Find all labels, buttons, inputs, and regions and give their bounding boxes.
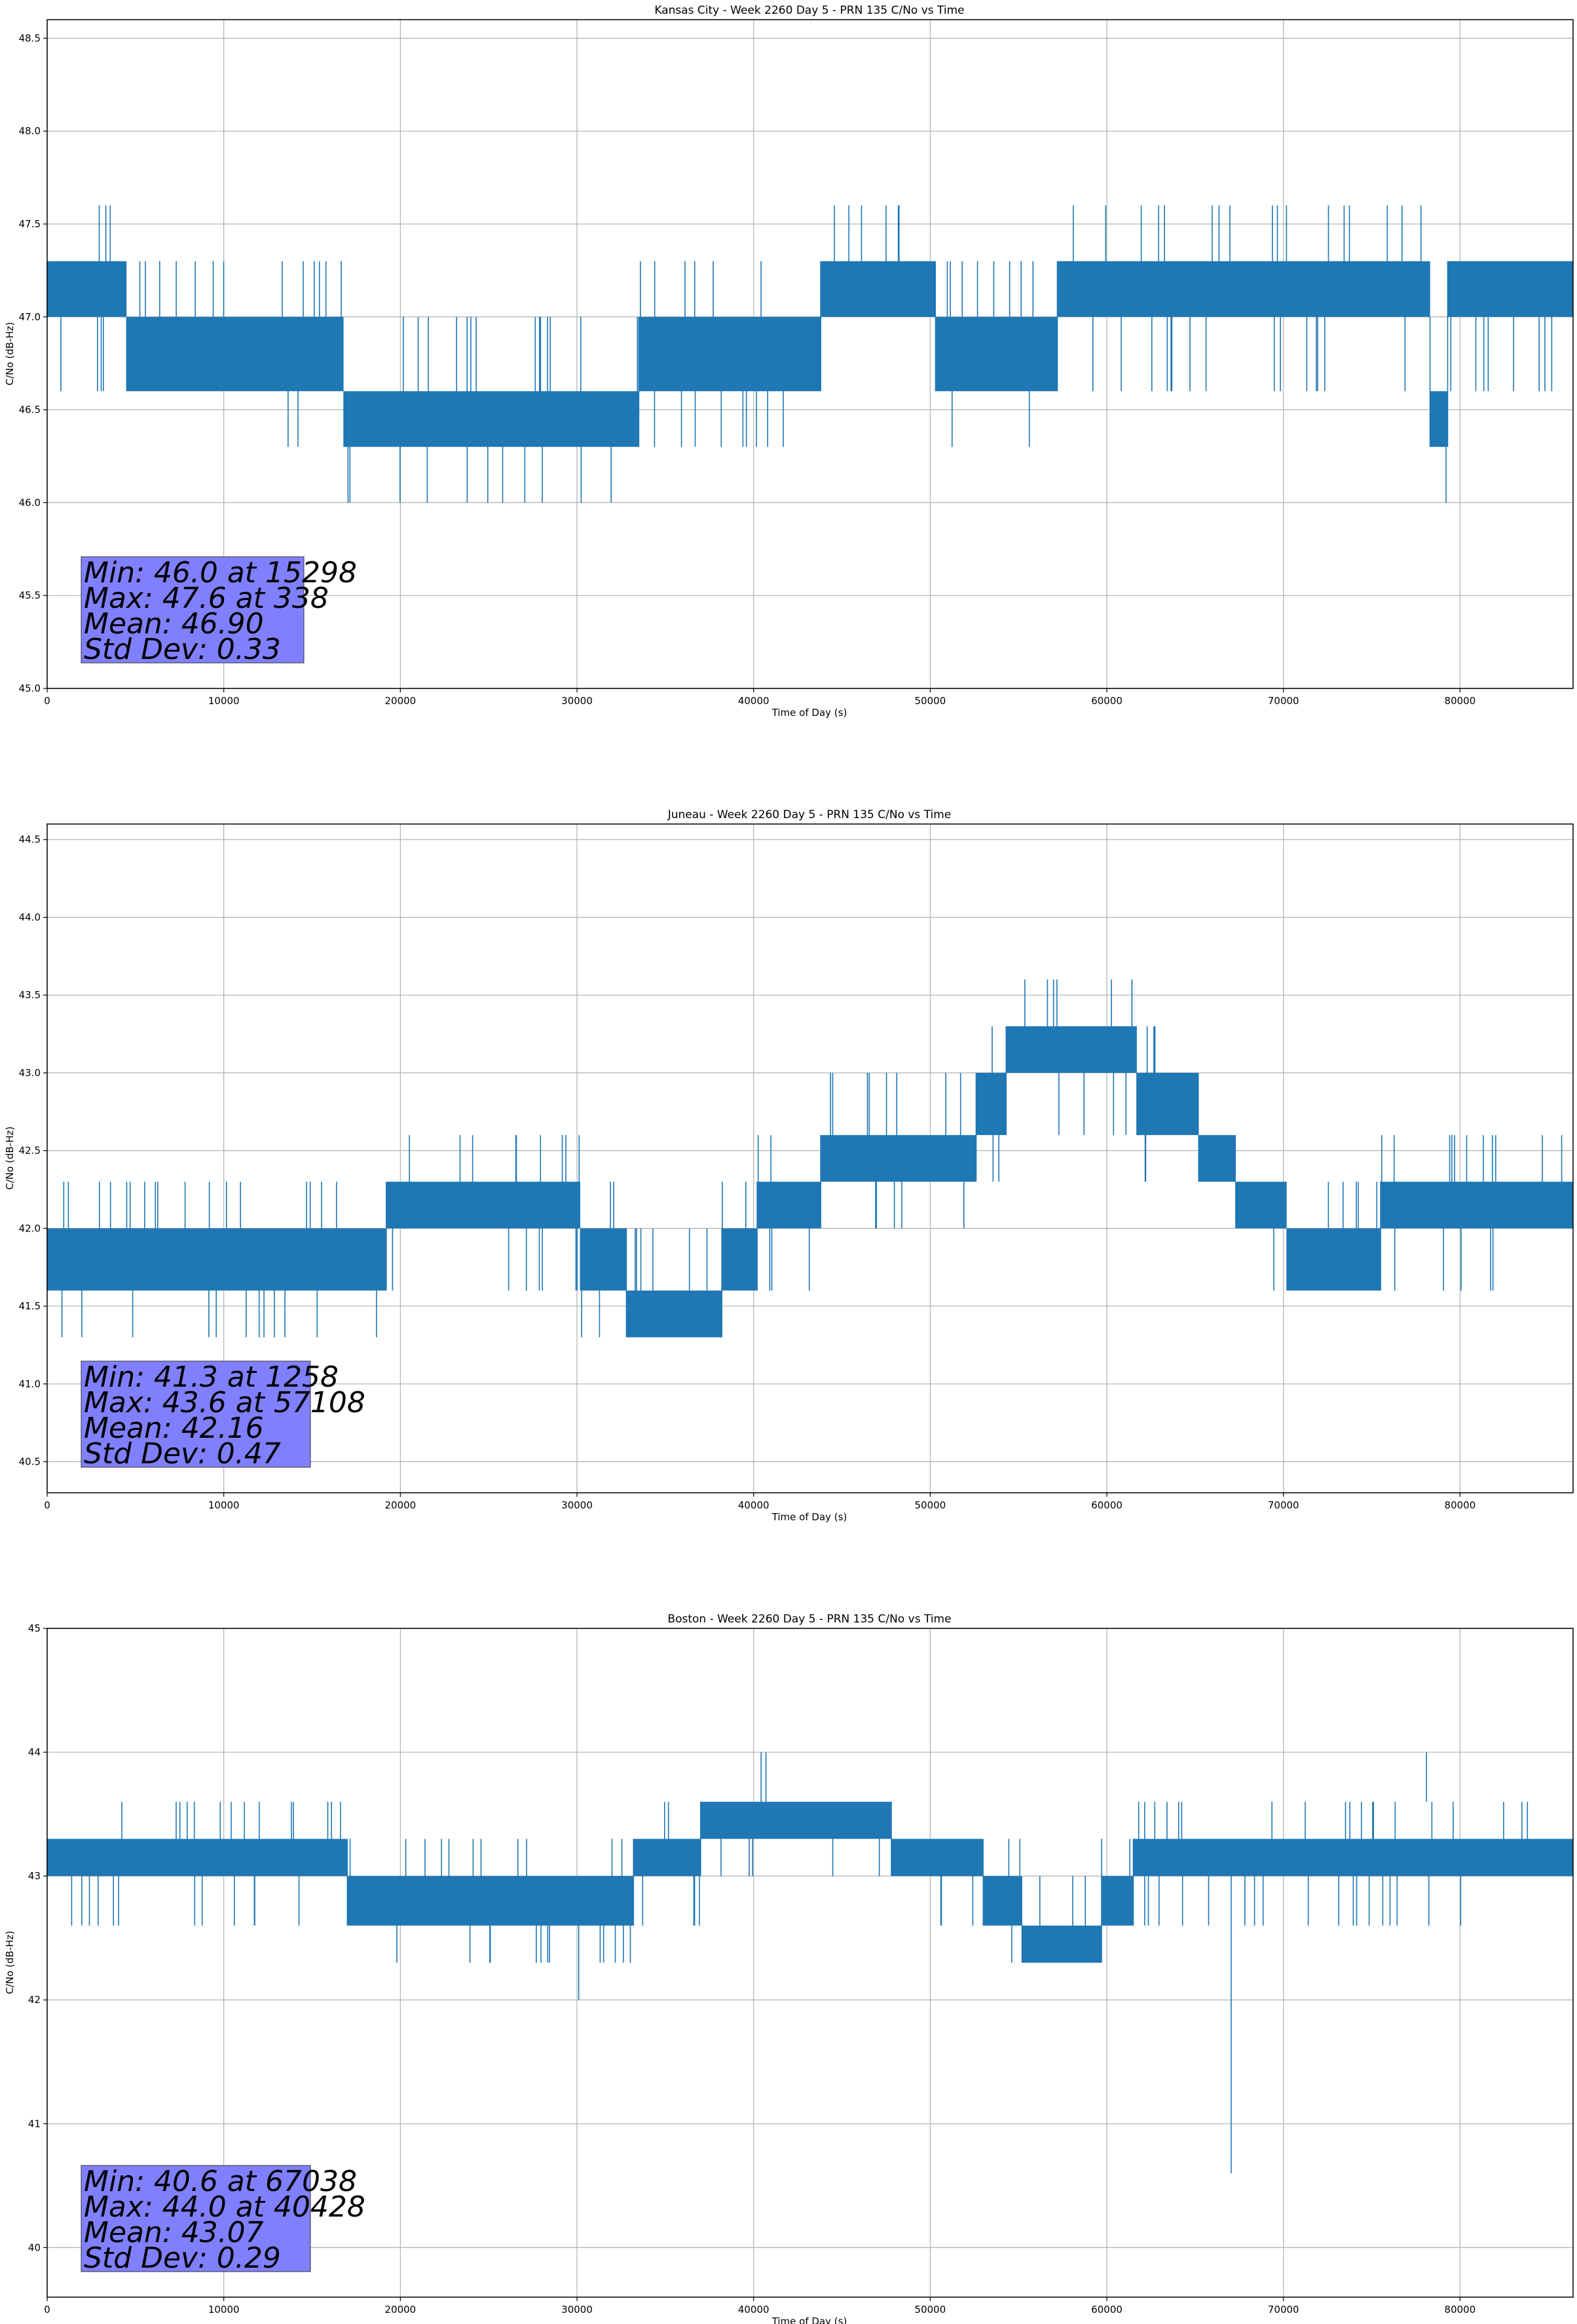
y-tick-label: 43.5 xyxy=(19,989,41,1001)
y-tick-label: 43 xyxy=(28,1870,41,1882)
stats-max: Max: 47.6 at 338 xyxy=(84,582,329,615)
y-tick-label: 40.5 xyxy=(19,1456,41,1468)
y-tick-label: 48.5 xyxy=(19,32,41,44)
y-axis-ticks: 40 41 42 43 44 45 xyxy=(28,1622,47,2253)
x-tick-label: 60000 xyxy=(1091,2304,1122,2315)
y-tick-label: 45.0 xyxy=(19,683,41,694)
stats-box: Min: 41.3 at 1258 Max: 43.6 at 57108 Mea… xyxy=(81,1360,365,1471)
stats-min: Min: 40.6 at 67038 xyxy=(84,2165,357,2198)
y-axis-ticks: 40.5 41.0 41.5 42.0 42.5 43.0 43.5 44.0 44.5 xyxy=(19,834,47,1468)
x-tick-label: 50000 xyxy=(915,1499,946,1511)
chart-boston: Boston - Week 2260 Day 5 - PRN 135 C/No … xyxy=(4,1613,1574,2324)
y-tick-label: 43.0 xyxy=(19,1067,41,1079)
x-tick-label: 30000 xyxy=(561,695,593,707)
y-tick-label: 46.0 xyxy=(19,497,41,508)
x-tick-label: 10000 xyxy=(208,2304,240,2315)
cno-series xyxy=(46,1752,1573,2173)
stats-mean: Mean: 43.07 xyxy=(84,2216,264,2249)
x-axis-ticks: 0 10000 20000 30000 40000 50000 60000 70000 8000… xyxy=(44,1493,1475,1511)
x-tick-label: 20000 xyxy=(384,2304,416,2315)
x-tick-label: 20000 xyxy=(384,695,416,707)
y-tick-label: 42 xyxy=(28,1994,41,2006)
x-tick-label: 80000 xyxy=(1445,695,1476,707)
stats-box: Min: 46.0 at 15298 Max: 47.6 at 338 Mean… xyxy=(81,556,357,666)
x-tick-label: 70000 xyxy=(1268,1499,1299,1511)
chart-title: Boston - Week 2260 Day 5 - PRN 135 C/No … xyxy=(667,1613,951,1626)
y-tick-label: 41 xyxy=(28,2118,41,2129)
plot-frame xyxy=(46,1628,1574,2298)
y-tick-label: 41.5 xyxy=(19,1300,41,1312)
y-tick-label: 44.5 xyxy=(19,834,41,846)
y-axis-label: C/No (dB-Hz) xyxy=(4,1127,16,1190)
stats-min: Min: 46.0 at 15298 xyxy=(84,556,357,590)
stats-std-dev: Std Dev: 0.33 xyxy=(84,633,281,666)
stats-max: Max: 44.0 at 40428 xyxy=(84,2190,365,2224)
cno-series xyxy=(46,979,1573,1338)
x-tick-label: 0 xyxy=(44,2304,50,2315)
x-tick-label: 10000 xyxy=(208,695,240,707)
x-tick-label: 0 xyxy=(44,1499,50,1511)
y-tick-label: 44 xyxy=(28,1746,41,1758)
y-tick-label: 48.0 xyxy=(19,125,41,137)
x-tick-label: 50000 xyxy=(915,2304,946,2315)
stats-box-background xyxy=(81,556,305,664)
plot-frame xyxy=(46,823,1574,1493)
x-tick-label: 30000 xyxy=(561,2304,593,2315)
x-axis-label: Time of Day (s) xyxy=(771,1511,847,1523)
stats-box-background xyxy=(81,2165,311,2272)
chart-title: Kansas City - Week 2260 Day 5 - PRN 135 … xyxy=(654,4,964,17)
x-tick-label: 60000 xyxy=(1091,1499,1122,1511)
x-axis-label: Time of Day (s) xyxy=(771,707,847,719)
x-tick-label: 80000 xyxy=(1445,1499,1476,1511)
x-tick-label: 50000 xyxy=(915,695,946,707)
x-tick-label: 10000 xyxy=(208,1499,240,1511)
y-tick-label: 40 xyxy=(28,2241,41,2253)
y-axis-label: C/No (dB-Hz) xyxy=(4,1931,16,1995)
cno-line xyxy=(46,979,1573,1338)
y-tick-label: 47.5 xyxy=(19,218,41,230)
chart-juneau: Juneau - Week 2260 Day 5 - PRN 135 C/No … xyxy=(4,808,1574,1523)
x-tick-label: 60000 xyxy=(1091,695,1122,707)
y-tick-label: 45.5 xyxy=(19,590,41,601)
cno-series xyxy=(46,205,1573,503)
stats-box: Min: 40.6 at 67038 Max: 44.0 at 40428 Me… xyxy=(81,2165,365,2275)
stats-max: Max: 43.6 at 57108 xyxy=(84,1386,365,1419)
cno-line xyxy=(46,1752,1573,2173)
cno-line xyxy=(46,205,1573,503)
x-tick-label: 20000 xyxy=(384,1499,416,1511)
x-tick-label: 40000 xyxy=(738,695,770,707)
stats-min: Min: 41.3 at 1258 xyxy=(84,1360,339,1394)
x-tick-label: 40000 xyxy=(738,2304,770,2315)
y-tick-label: 46.5 xyxy=(19,404,41,416)
y-tick-label: 41.0 xyxy=(19,1378,41,1390)
x-tick-label: 70000 xyxy=(1268,695,1299,707)
x-axis-ticks: 0 10000 20000 30000 40000 50000 60000 70000 8000… xyxy=(44,688,1475,707)
stats-std-dev: Std Dev: 0.47 xyxy=(84,1437,281,1471)
y-axis-ticks: 45.0 45.5 46.0 46.5 47.0 47.5 48.0 48.5 xyxy=(19,32,47,694)
x-axis-ticks: 0 10000 20000 30000 40000 50000 60000 70000 8000… xyxy=(44,2297,1475,2315)
y-tick-label: 45 xyxy=(28,1622,41,1634)
x-axis-label: Time of Day (s) xyxy=(771,2315,847,2324)
y-tick-label: 47.0 xyxy=(19,311,41,323)
x-tick-label: 80000 xyxy=(1445,2304,1476,2315)
x-tick-label: 40000 xyxy=(738,1499,770,1511)
chart-kansas-city: Kansas City - Week 2260 Day 5 - PRN 135 … xyxy=(4,4,1574,719)
stats-mean: Mean: 42.16 xyxy=(84,1412,264,1445)
stats-box-background xyxy=(81,1360,311,1468)
stats-mean: Mean: 46.90 xyxy=(84,607,264,641)
y-tick-label: 44.0 xyxy=(19,911,41,923)
y-tick-label: 42.0 xyxy=(19,1222,41,1234)
x-tick-label: 0 xyxy=(44,695,50,707)
y-tick-label: 42.5 xyxy=(19,1145,41,1157)
stats-std-dev: Std Dev: 0.29 xyxy=(84,2241,281,2275)
x-tick-label: 30000 xyxy=(561,1499,593,1511)
y-axis-label: C/No (dB-Hz) xyxy=(4,322,16,386)
plot-frame xyxy=(46,19,1574,689)
x-tick-label: 70000 xyxy=(1268,2304,1299,2315)
chart-title: Juneau - Week 2260 Day 5 - PRN 135 C/No … xyxy=(667,808,952,821)
